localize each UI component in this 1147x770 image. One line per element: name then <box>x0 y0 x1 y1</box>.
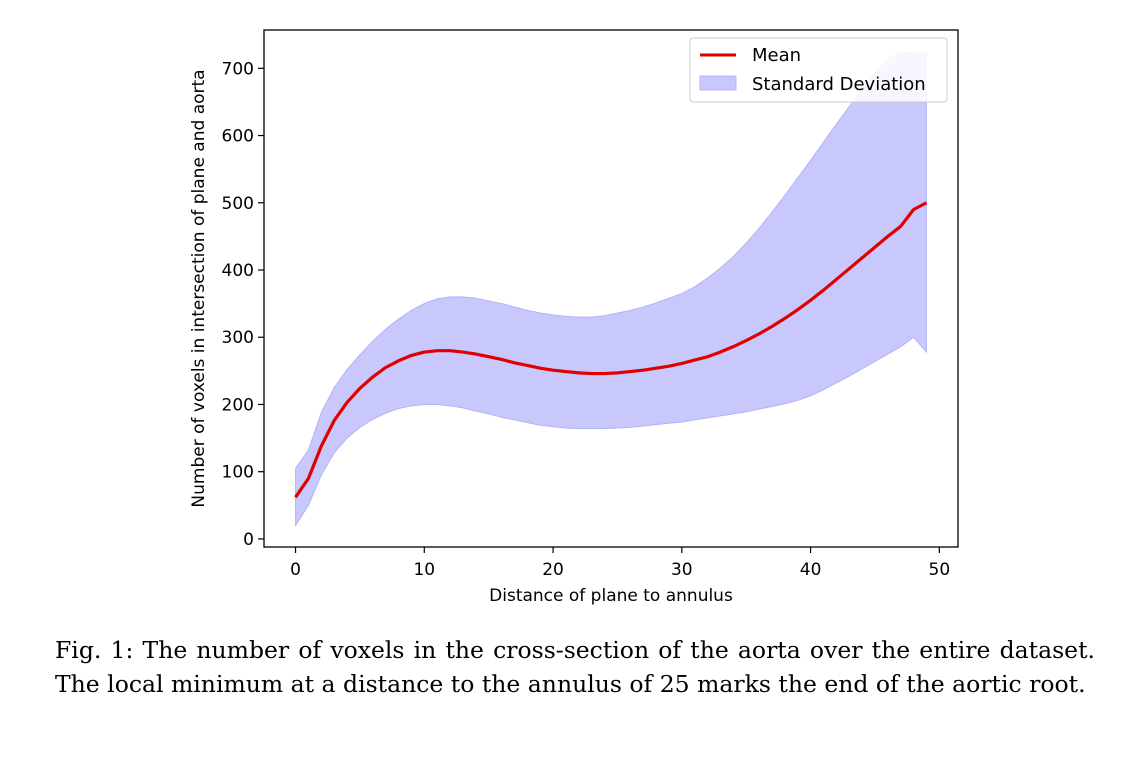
legend: Mean Standard Deviation <box>689 37 948 103</box>
figure-caption: Fig. 1: The number of voxels in the cros… <box>55 636 1095 698</box>
x-tick-label: 40 <box>800 560 822 580</box>
y-tick-label: 600 <box>222 127 254 147</box>
x-tick-label: 20 <box>542 560 564 580</box>
legend-mean-label: Mean <box>752 45 801 66</box>
y-tick-label: 300 <box>222 328 254 348</box>
x-axis-label: Distance of plane to annulus <box>489 586 733 606</box>
x-tick-label: 0 <box>290 560 301 580</box>
legend-box <box>689 37 948 103</box>
x-tick-label: 50 <box>929 560 951 580</box>
y-tick-label: 700 <box>222 59 254 79</box>
y-tick-label: 100 <box>222 463 254 483</box>
legend-std-swatch <box>699 75 737 91</box>
plot-area <box>294 50 928 528</box>
legend-std-label: Standard Deviation <box>752 74 926 95</box>
x-tick-label: 10 <box>413 560 435 580</box>
y-tick-label: 0 <box>243 530 254 550</box>
mean-line <box>294 201 928 499</box>
plot-frame <box>263 29 959 548</box>
y-tick-label: 200 <box>222 395 254 415</box>
y-axis-label: Number of voxels in intersection of plan… <box>189 69 209 507</box>
x-tick-label: 30 <box>671 560 693 580</box>
y-tick-label: 400 <box>222 261 254 281</box>
std-deviation-band <box>295 50 927 528</box>
y-tick-label: 500 <box>222 194 254 214</box>
chart-figure: 0 10 20 30 40 50 0 100 200 300 400 500 600 700 Distan… <box>189 29 959 606</box>
